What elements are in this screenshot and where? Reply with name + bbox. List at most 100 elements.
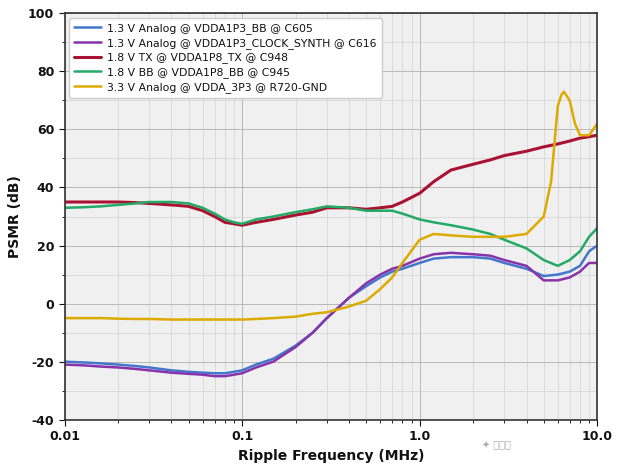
1.8 V BB @ VDDA1P8_BB @ C945 — [199, 205, 206, 211]
1.8 V TX @ VDDA1P8_TX @ C948 — [566, 138, 573, 144]
1.3 V Analog @ VDDA1P3_CLOCK_SYNTH @ C616 — [132, 366, 139, 372]
1.8 V BB @ VDDA1P8_BB @ C945 — [211, 211, 219, 217]
1.3 V Analog @ VDDA1P3_BB @ C605 — [554, 272, 561, 277]
1.3 V Analog @ VDDA1P3_BB @ C605 — [388, 269, 396, 275]
3.3 V Analog @ VDDA_3P3 @ R720-GND — [132, 316, 139, 322]
Line: 3.3 V Analog @ VDDA_3P3 @ R720-GND: 3.3 V Analog @ VDDA_3P3 @ R720-GND — [65, 92, 597, 319]
1.3 V Analog @ VDDA1P3_CLOCK_SYNTH @ C616 — [145, 367, 153, 373]
1.3 V Analog @ VDDA1P3_CLOCK_SYNTH @ C616 — [554, 277, 561, 283]
1.8 V TX @ VDDA1P8_TX @ C948 — [594, 132, 601, 138]
1.3 V Analog @ VDDA1P3_BB @ C605 — [185, 369, 193, 374]
1.8 V TX @ VDDA1P8_TX @ C948 — [185, 203, 193, 209]
1.3 V Analog @ VDDA1P3_CLOCK_SYNTH @ C616 — [97, 364, 104, 369]
1.8 V TX @ VDDA1P8_TX @ C948 — [81, 199, 89, 205]
1.3 V Analog @ VDDA1P3_BB @ C605 — [199, 370, 206, 375]
1.8 V TX @ VDDA1P8_TX @ C948 — [363, 206, 370, 212]
1.8 V BB @ VDDA1P8_BB @ C945 — [97, 203, 104, 209]
1.3 V Analog @ VDDA1P3_CLOCK_SYNTH @ C616 — [486, 253, 494, 259]
1.3 V Analog @ VDDA1P3_BB @ C605 — [323, 315, 330, 321]
1.8 V TX @ VDDA1P8_TX @ C948 — [469, 162, 477, 167]
1.3 V Analog @ VDDA1P3_BB @ C605 — [81, 360, 89, 365]
1.8 V TX @ VDDA1P8_TX @ C948 — [211, 214, 219, 219]
Line: 1.8 V TX @ VDDA1P8_TX @ C948: 1.8 V TX @ VDDA1P8_TX @ C948 — [65, 135, 597, 225]
1.3 V Analog @ VDDA1P3_CLOCK_SYNTH @ C616 — [416, 256, 424, 261]
1.8 V BB @ VDDA1P8_BB @ C945 — [270, 214, 277, 219]
3.3 V Analog @ VDDA_3P3 @ R720-GND — [594, 121, 601, 126]
1.8 V BB @ VDDA1P8_BB @ C945 — [292, 209, 299, 215]
1.3 V Analog @ VDDA1P3_BB @ C605 — [61, 359, 68, 365]
3.3 V Analog @ VDDA_3P3 @ R720-GND — [114, 316, 122, 322]
3.3 V Analog @ VDDA_3P3 @ R720-GND — [547, 179, 555, 185]
Text: ✦ 电子汇: ✦ 电子汇 — [483, 440, 511, 450]
3.3 V Analog @ VDDA_3P3 @ R720-GND — [199, 317, 206, 322]
1.8 V BB @ VDDA1P8_BB @ C945 — [447, 222, 455, 228]
3.3 V Analog @ VDDA_3P3 @ R720-GND — [571, 121, 579, 126]
3.3 V Analog @ VDDA_3P3 @ R720-GND — [145, 316, 153, 322]
3.3 V Analog @ VDDA_3P3 @ R720-GND — [586, 132, 593, 138]
1.8 V BB @ VDDA1P8_BB @ C945 — [132, 201, 139, 206]
1.8 V BB @ VDDA1P8_BB @ C945 — [323, 203, 330, 209]
3.3 V Analog @ VDDA_3P3 @ R720-GND — [61, 315, 68, 321]
1.8 V BB @ VDDA1P8_BB @ C945 — [399, 211, 406, 217]
1.8 V BB @ VDDA1P8_BB @ C945 — [576, 249, 584, 254]
1.8 V TX @ VDDA1P8_TX @ C948 — [114, 199, 122, 205]
1.3 V Analog @ VDDA1P3_BB @ C605 — [270, 356, 277, 362]
1.3 V Analog @ VDDA1P3_BB @ C605 — [486, 256, 494, 261]
1.8 V TX @ VDDA1P8_TX @ C948 — [230, 221, 238, 227]
1.3 V Analog @ VDDA1P3_CLOCK_SYNTH @ C616 — [323, 315, 330, 321]
1.3 V Analog @ VDDA1P3_BB @ C605 — [238, 367, 246, 373]
1.8 V BB @ VDDA1P8_BB @ C945 — [238, 221, 246, 227]
3.3 V Analog @ VDDA_3P3 @ R720-GND — [566, 97, 573, 103]
3.3 V Analog @ VDDA_3P3 @ R720-GND — [388, 275, 396, 280]
3.3 V Analog @ VDDA_3P3 @ R720-GND — [270, 315, 277, 321]
1.3 V Analog @ VDDA1P3_CLOCK_SYNTH @ C616 — [238, 370, 246, 376]
1.8 V TX @ VDDA1P8_TX @ C948 — [388, 203, 396, 209]
1.8 V TX @ VDDA1P8_TX @ C948 — [132, 200, 139, 205]
1.8 V BB @ VDDA1P8_BB @ C945 — [540, 257, 548, 263]
3.3 V Analog @ VDDA_3P3 @ R720-GND — [345, 304, 353, 309]
3.3 V Analog @ VDDA_3P3 @ R720-GND — [416, 237, 424, 243]
3.3 V Analog @ VDDA_3P3 @ R720-GND — [430, 231, 437, 237]
Legend: 1.3 V Analog @ VDDA1P3_BB @ C605, 1.3 V Analog @ VDDA1P3_CLOCK_SYNTH @ C616, 1.8: 1.3 V Analog @ VDDA1P3_BB @ C605, 1.3 V … — [69, 18, 382, 98]
1.8 V TX @ VDDA1P8_TX @ C948 — [309, 209, 317, 215]
1.8 V TX @ VDDA1P8_TX @ C948 — [199, 208, 206, 213]
1.3 V Analog @ VDDA1P3_CLOCK_SYNTH @ C616 — [114, 365, 122, 370]
1.3 V Analog @ VDDA1P3_BB @ C605 — [132, 363, 139, 369]
3.3 V Analog @ VDDA_3P3 @ R720-GND — [168, 317, 175, 322]
1.3 V Analog @ VDDA1P3_BB @ C605 — [309, 330, 317, 335]
Y-axis label: PSMR (dB): PSMR (dB) — [8, 175, 22, 258]
3.3 V Analog @ VDDA_3P3 @ R720-GND — [486, 234, 494, 240]
3.3 V Analog @ VDDA_3P3 @ R720-GND — [560, 89, 568, 95]
1.8 V TX @ VDDA1P8_TX @ C948 — [323, 205, 330, 211]
3.3 V Analog @ VDDA_3P3 @ R720-GND — [363, 298, 370, 303]
1.8 V BB @ VDDA1P8_BB @ C945 — [81, 204, 89, 210]
1.3 V Analog @ VDDA1P3_BB @ C605 — [145, 365, 153, 370]
1.3 V Analog @ VDDA1P3_BB @ C605 — [430, 256, 437, 261]
1.3 V Analog @ VDDA1P3_CLOCK_SYNTH @ C616 — [363, 280, 370, 286]
1.3 V Analog @ VDDA1P3_CLOCK_SYNTH @ C616 — [309, 330, 317, 335]
1.3 V Analog @ VDDA1P3_CLOCK_SYNTH @ C616 — [594, 260, 601, 266]
Line: 1.3 V Analog @ VDDA1P3_CLOCK_SYNTH @ C616: 1.3 V Analog @ VDDA1P3_CLOCK_SYNTH @ C61… — [65, 253, 597, 376]
1.8 V TX @ VDDA1P8_TX @ C948 — [447, 167, 455, 173]
1.8 V BB @ VDDA1P8_BB @ C945 — [230, 219, 238, 225]
1.8 V TX @ VDDA1P8_TX @ C948 — [430, 179, 437, 185]
1.8 V BB @ VDDA1P8_BB @ C945 — [114, 202, 122, 208]
1.3 V Analog @ VDDA1P3_CLOCK_SYNTH @ C616 — [61, 362, 68, 367]
1.3 V Analog @ VDDA1P3_CLOCK_SYNTH @ C616 — [523, 263, 530, 268]
3.3 V Analog @ VDDA_3P3 @ R720-GND — [211, 317, 219, 322]
1.3 V Analog @ VDDA1P3_BB @ C605 — [540, 273, 548, 279]
1.3 V Analog @ VDDA1P3_BB @ C605 — [416, 260, 424, 266]
1.3 V Analog @ VDDA1P3_BB @ C605 — [586, 249, 593, 254]
1.3 V Analog @ VDDA1P3_BB @ C605 — [221, 370, 229, 376]
1.3 V Analog @ VDDA1P3_BB @ C605 — [97, 361, 104, 366]
1.3 V Analog @ VDDA1P3_CLOCK_SYNTH @ C616 — [230, 372, 238, 378]
1.3 V Analog @ VDDA1P3_CLOCK_SYNTH @ C616 — [430, 252, 437, 257]
1.8 V BB @ VDDA1P8_BB @ C945 — [486, 231, 494, 237]
1.8 V TX @ VDDA1P8_TX @ C948 — [145, 201, 153, 206]
1.8 V TX @ VDDA1P8_TX @ C948 — [576, 135, 584, 141]
1.8 V BB @ VDDA1P8_BB @ C945 — [363, 208, 370, 213]
3.3 V Analog @ VDDA_3P3 @ R720-GND — [581, 132, 588, 138]
1.8 V TX @ VDDA1P8_TX @ C948 — [221, 219, 229, 225]
1.3 V Analog @ VDDA1P3_BB @ C605 — [399, 266, 406, 272]
1.3 V Analog @ VDDA1P3_BB @ C605 — [576, 263, 584, 268]
